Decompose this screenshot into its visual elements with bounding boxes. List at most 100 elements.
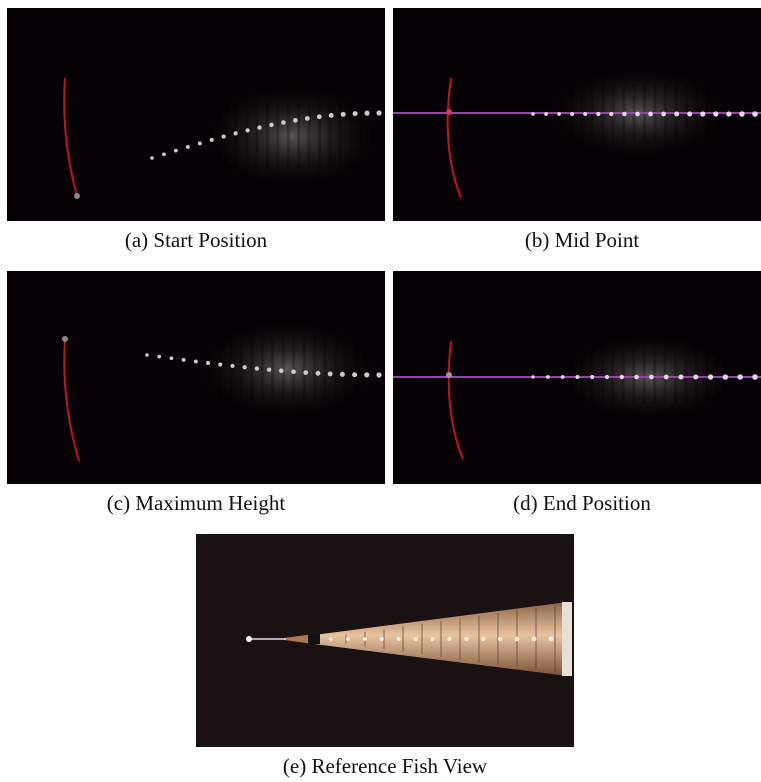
- marker-dot: [328, 113, 334, 118]
- caption: (a) Start Position: [125, 228, 268, 252]
- marker-dot: [560, 375, 565, 379]
- marker-dot: [649, 374, 654, 380]
- marker-dot: [376, 110, 382, 116]
- caption: (d) End Position: [513, 491, 651, 515]
- marker-dot: [257, 125, 262, 130]
- panel: [393, 271, 761, 484]
- marker-dot: [364, 110, 370, 116]
- marker-dot: [752, 111, 758, 117]
- marker-dot: [413, 636, 418, 642]
- marker-dot: [622, 111, 627, 117]
- marker-dot: [157, 354, 162, 359]
- marker-dot: [193, 359, 198, 364]
- marker-dot: [557, 112, 562, 116]
- marker-dot: [279, 368, 284, 374]
- tip-dot: [446, 372, 452, 378]
- marker-dot: [430, 636, 435, 642]
- red-trace: [447, 340, 464, 460]
- marker-dot: [230, 363, 235, 369]
- marker-dot: [145, 353, 149, 357]
- tip-dot: [62, 336, 68, 342]
- marker-dot: [634, 374, 639, 380]
- marker-dot: [218, 362, 223, 367]
- marker-dot: [327, 371, 333, 377]
- marker-dot: [570, 112, 575, 116]
- panel: [196, 534, 574, 747]
- marker-dot: [531, 375, 535, 379]
- marker-dot: [221, 134, 226, 139]
- marker-dot: [396, 637, 401, 641]
- marker-dot: [174, 148, 178, 153]
- marker-dot: [635, 111, 640, 117]
- marker-dot: [447, 636, 452, 642]
- tip-dot: [74, 193, 80, 199]
- marker-dot: [266, 367, 272, 372]
- red-trace: [446, 77, 462, 199]
- marker-dot: [316, 114, 322, 120]
- marker-dot: [181, 357, 186, 362]
- marker-dot: [281, 120, 286, 125]
- marker-dot: [340, 111, 346, 117]
- panel: [393, 8, 761, 221]
- marker-dot: [376, 372, 382, 378]
- marker-dot: [700, 111, 706, 117]
- body-glow: [192, 317, 382, 421]
- marker-dot: [678, 374, 684, 380]
- marker-dot: [209, 137, 214, 142]
- marker-dot: [233, 131, 238, 136]
- marker-dot: [708, 374, 714, 380]
- marker-dot: [206, 361, 211, 366]
- marker-dot: [352, 111, 358, 117]
- marker-dot: [545, 375, 550, 379]
- marker-dot: [293, 118, 298, 123]
- marker-dot: [548, 636, 554, 642]
- marker-dot: [379, 637, 384, 641]
- panel: [7, 271, 385, 484]
- marker-dot: [604, 374, 610, 380]
- marker-dot: [687, 111, 693, 117]
- marker-dot: [464, 636, 469, 642]
- marker-dot: [346, 637, 350, 641]
- marker-dot: [596, 111, 601, 117]
- marker-dot: [269, 122, 274, 128]
- marker-dot: [713, 111, 719, 117]
- marker-dot: [531, 112, 535, 116]
- tip-dot: [246, 636, 252, 642]
- marker-dot: [726, 111, 732, 117]
- fish-tail: [284, 634, 314, 644]
- marker-dot: [315, 370, 321, 376]
- caption: (b) Mid Point: [525, 228, 640, 252]
- marker-dot: [185, 145, 190, 149]
- marker-dot: [575, 375, 580, 379]
- marker-dot: [254, 366, 260, 371]
- marker-dot: [661, 111, 666, 117]
- marker-dot: [303, 370, 309, 375]
- fish-cone: [314, 602, 568, 676]
- marker-dot: [364, 372, 370, 378]
- marker-dot: [304, 116, 310, 121]
- marker-dot: [352, 372, 358, 378]
- marker-dot: [752, 374, 758, 380]
- marker-dot: [150, 156, 154, 160]
- marker-dot: [609, 111, 614, 117]
- marker-dot: [739, 111, 745, 117]
- marker-dot: [663, 374, 669, 380]
- marker-dot: [339, 371, 345, 377]
- marker-dot: [648, 111, 653, 117]
- marker-dot: [583, 111, 588, 117]
- caption: (c) Maximum Height: [107, 491, 286, 515]
- marker-dot: [162, 152, 166, 157]
- marker-dot: [197, 141, 202, 146]
- marker-dot: [737, 374, 743, 380]
- marker-dot: [693, 374, 699, 380]
- marker-dot: [291, 369, 296, 375]
- marker-dot: [362, 637, 367, 641]
- fish-joint: [308, 634, 320, 644]
- panel: [7, 8, 387, 221]
- marker-dot: [169, 356, 174, 361]
- marker-dot: [497, 636, 503, 642]
- marker-dot: [514, 636, 520, 642]
- marker-dot: [674, 111, 680, 117]
- marker-dot: [531, 636, 537, 642]
